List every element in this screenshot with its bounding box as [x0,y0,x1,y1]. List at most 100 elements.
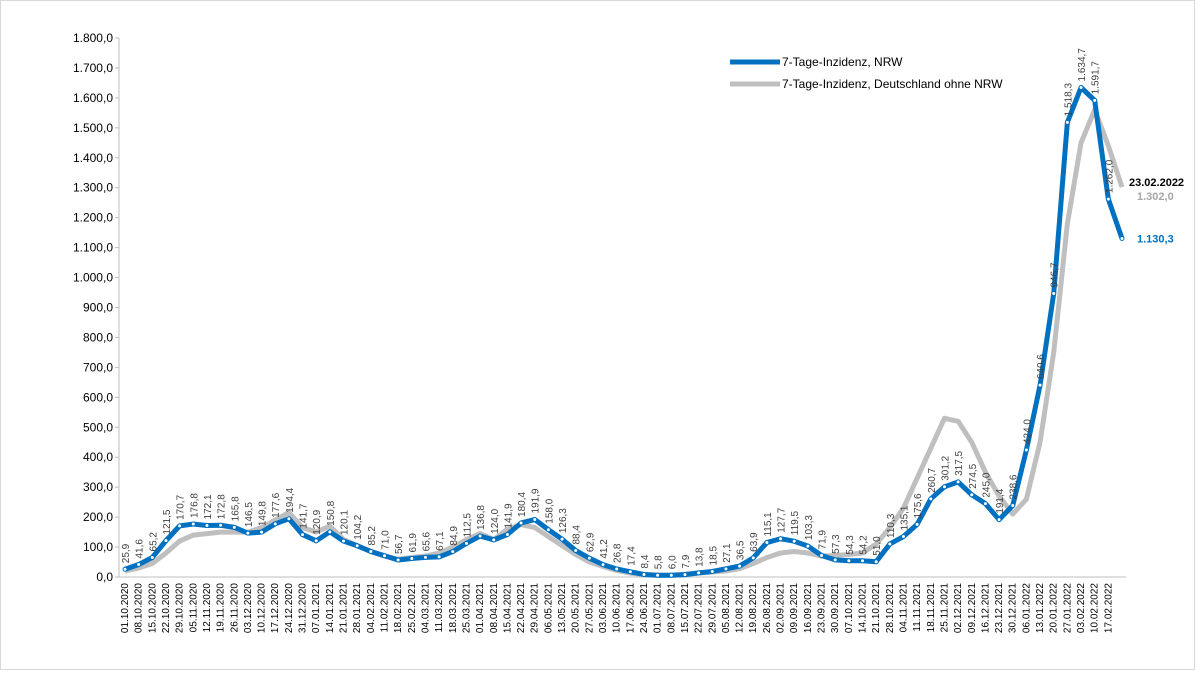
y-tick-label: 700,0 [83,360,113,374]
data-label: 172,8 [217,494,228,519]
x-tick-label: 19.11.2020 [216,583,227,633]
data-label: 115,1 [763,512,774,537]
data-point [641,571,647,577]
data-label: 1.302,0 [1137,191,1174,203]
x-tick-label: 28.10.2021 [885,583,896,633]
data-label: 176,8 [189,493,200,518]
x-tick-label: 11.11.2021 [912,583,923,632]
data-point [518,520,524,526]
x-tick-label: 24.12.2020 [284,583,295,633]
data-point [696,570,702,576]
y-tick-label: 1.400,0 [73,151,113,165]
data-point [1064,119,1070,125]
data-point [177,523,183,529]
data-point [900,534,906,540]
data-label: 260,7 [927,467,938,492]
data-label: 112,5 [462,513,473,538]
data-point [272,521,278,527]
data-point [286,516,292,522]
data-label: 191,9 [531,488,542,513]
data-point [231,524,237,530]
data-label: 194,4 [285,487,296,512]
x-tick-label: 30.12.2021 [1008,583,1019,633]
x-tick-label: 27.01.2022 [1062,583,1073,633]
x-tick-label: 16.12.2021 [980,583,991,633]
x-tick-label: 04.11.2021 [898,583,909,633]
data-label: 26,8 [613,543,624,563]
x-tick-label: 13.01.2022 [1035,583,1046,633]
x-tick-label: 03.12.2020 [243,583,254,633]
data-label: 150,8 [326,500,337,525]
data-label: 165,8 [230,496,241,521]
x-tick-label: 29.04.2021 [530,583,541,633]
x-tick-label: 22.07.2021 [694,583,705,633]
data-label: 146,5 [244,502,255,527]
data-point [504,532,510,538]
x-tick-label: 21.01.2021 [339,583,350,633]
x-tick-label: 10.12.2020 [257,583,268,633]
data-point [600,562,606,568]
data-label: 946,7 [1050,262,1061,287]
x-tick-label: 08.07.2021 [666,583,677,633]
x-tick-label: 08.10.2020 [134,583,145,633]
data-label: 5,8 [654,555,665,569]
x-tick-label: 01.07.2021 [653,583,664,633]
x-tick-label: 23.12.2021 [994,583,1005,633]
data-label: 640,6 [1036,354,1047,379]
data-point [846,558,852,564]
data-label: 27,1 [722,543,733,563]
legend-label: 7-Tage-Inzidenz, NRW [782,55,903,69]
data-point [709,568,715,574]
data-label: 41,6 [135,539,146,559]
data-label: 6,0 [667,555,678,569]
x-tick-label: 21.10.2021 [871,583,882,633]
x-tick-label: 07.01.2021 [311,583,322,633]
x-tick-label: 11.03.2021 [434,583,445,633]
data-point [477,533,483,539]
data-label: 1.591,7 [1091,61,1102,95]
data-label: 141,7 [299,503,310,528]
data-point [450,549,456,555]
data-point [422,554,428,560]
x-tick-label: 03.02.2022 [1076,583,1087,633]
x-tick-label: 25.02.2021 [407,583,418,633]
data-label: 25,9 [121,543,132,563]
x-tick-label: 14.10.2021 [858,583,869,633]
x-tick-label: 23.09.2021 [817,583,828,633]
data-point [737,563,743,569]
data-point [1105,196,1111,202]
data-label: 245,0 [981,472,992,497]
data-point [313,538,319,544]
x-tick-label: 29.10.2020 [175,583,186,633]
data-label: 317,5 [954,450,965,475]
data-point [573,548,579,554]
data-label: 8,4 [640,554,651,568]
x-tick-label: 25.03.2021 [461,583,472,633]
y-tick-label: 1.600,0 [73,91,113,105]
data-point [1119,236,1125,242]
legend-label: 7-Tage-Inzidenz, Deutschland ohne NRW [782,77,1003,91]
data-label: 172,1 [203,494,214,519]
data-label: 61,9 [408,533,419,553]
data-point [873,559,879,565]
data-label: 67,1 [435,531,446,551]
data-point [723,566,729,572]
data-label: 51,0 [872,536,883,556]
data-label: 121,5 [162,509,173,534]
data-label: 65,6 [421,531,432,551]
data-label: 124,0 [490,508,501,533]
y-tick-label: 900,0 [83,301,113,315]
x-tick-label: 15.07.2021 [680,583,691,633]
data-label: 54,2 [859,535,870,555]
x-tick-label: 01.10.2020 [120,583,131,633]
data-point [190,521,196,527]
data-label: 120,9 [312,509,323,534]
x-tick-label: 27.05.2021 [584,583,595,633]
data-label: 104,2 [353,514,364,539]
data-label: 177,6 [271,492,282,517]
data-label: 149,8 [258,501,269,526]
data-point [559,536,565,542]
x-tick-label: 22.10.2020 [161,583,172,633]
